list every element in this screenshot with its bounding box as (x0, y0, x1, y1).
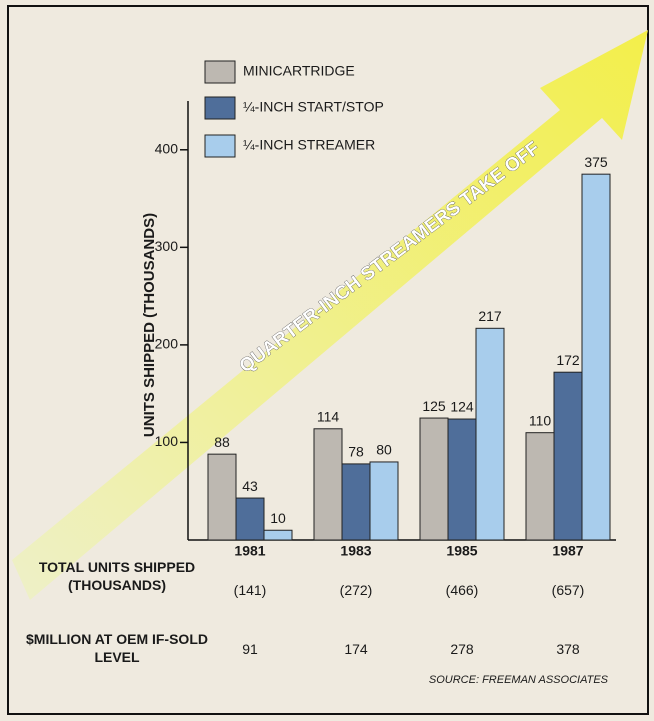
value-label: 217 (478, 308, 502, 324)
value-label: 88 (214, 434, 230, 450)
value-label: 43 (242, 478, 258, 494)
legend-swatch (204, 60, 236, 84)
value-label: 110 (529, 412, 552, 428)
value-label: 125 (422, 398, 446, 414)
x-tick-label: 1987 (552, 543, 583, 559)
table-cell: (272) (339, 582, 373, 598)
legend-swatch (204, 96, 236, 120)
x-tick-label: 1985 (446, 543, 477, 559)
value-label: 124 (450, 399, 474, 415)
y-tick-label: 400 (155, 140, 179, 156)
table-cell: 174 (344, 641, 368, 657)
y-axis-label: UNITS SHIPPED (THOUSANDS) (141, 213, 158, 437)
table-cell: (657) (551, 582, 585, 598)
table-cell: 378 (556, 641, 580, 657)
bar (553, 371, 583, 541)
legend-label: ¼-INCH STREAMER (243, 137, 375, 153)
bar (313, 428, 343, 541)
row-label: TOTAL UNITS SHIPPED (THOUSANDS) (38, 559, 196, 593)
value-label: 78 (348, 444, 364, 460)
x-tick-label: 1981 (234, 543, 265, 559)
legend-label: MINICARTRIDGE (243, 63, 355, 79)
bar (475, 327, 505, 541)
bar (525, 432, 555, 541)
value-label: 172 (556, 352, 580, 368)
value-label: 80 (376, 442, 392, 458)
y-tick-label: 200 (155, 336, 179, 352)
x-tick-label: 1983 (340, 543, 371, 559)
bar (341, 463, 371, 541)
bar (447, 418, 477, 541)
value-label: 10 (270, 510, 286, 526)
value-label: 114 (317, 408, 340, 424)
y-tick-label: 100 (155, 433, 179, 449)
table-cell: (141) (233, 582, 267, 598)
bar (581, 173, 611, 541)
bar (369, 461, 399, 541)
bar (235, 497, 265, 541)
value-label: 375 (584, 154, 608, 170)
source: SOURCE: FREEMAN ASSOCIATES (428, 674, 608, 686)
row-label: $MILLION AT OEM IF-SOLD LEVEL (26, 631, 208, 665)
table-cell: 91 (242, 641, 258, 657)
legend-label: ¼-INCH START/STOP (243, 99, 384, 115)
frame (7, 5, 649, 715)
bar (419, 417, 449, 541)
arrow (12, 30, 648, 600)
table-cell: 278 (450, 641, 474, 657)
table-cell: (466) (445, 582, 479, 598)
legend-swatch (204, 134, 236, 158)
bar (207, 453, 237, 541)
y-tick-label: 300 (155, 238, 179, 254)
bar (263, 529, 293, 541)
